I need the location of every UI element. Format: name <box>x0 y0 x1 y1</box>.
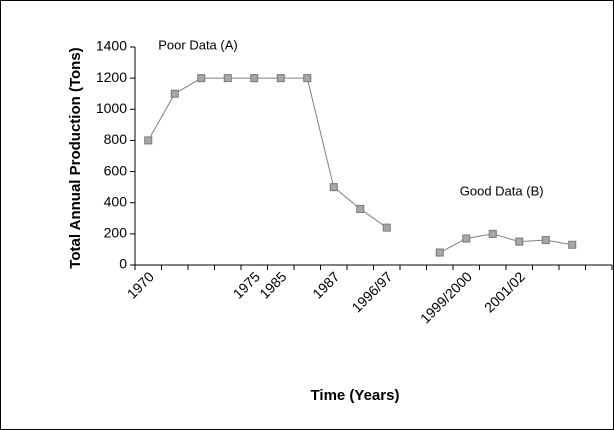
point-marker <box>197 74 206 83</box>
series-label: Good Data (B) <box>460 183 544 198</box>
point-marker <box>303 74 312 83</box>
point-marker <box>170 89 179 98</box>
y-tick-label: 1000 <box>96 100 127 116</box>
point-marker <box>462 234 471 243</box>
point-marker <box>488 229 497 238</box>
point-marker <box>276 74 285 83</box>
series-label: Poor Data (A) <box>158 38 237 53</box>
y-axis-title: Total Annual Production (Tons) <box>67 47 84 268</box>
point-marker <box>382 223 391 232</box>
y-tick-label: 200 <box>104 225 128 241</box>
point-marker <box>250 74 259 83</box>
point-marker <box>568 240 577 249</box>
point-marker <box>223 74 232 83</box>
y-tick-label: 600 <box>104 162 128 178</box>
y-tick-label: 400 <box>104 193 128 209</box>
point-marker <box>356 204 365 213</box>
point-marker <box>144 136 153 145</box>
point-marker <box>515 237 524 246</box>
point-marker <box>329 183 338 192</box>
y-tick-label: 0 <box>119 256 127 272</box>
y-tick-label: 1200 <box>96 69 127 85</box>
x-axis-title: Time (Years) <box>311 387 400 404</box>
series-line <box>147 77 388 229</box>
point-marker <box>541 236 550 245</box>
y-tick-label: 1400 <box>96 38 127 54</box>
y-tick-label: 800 <box>104 131 128 147</box>
point-marker <box>435 248 444 257</box>
series-line <box>439 233 573 253</box>
